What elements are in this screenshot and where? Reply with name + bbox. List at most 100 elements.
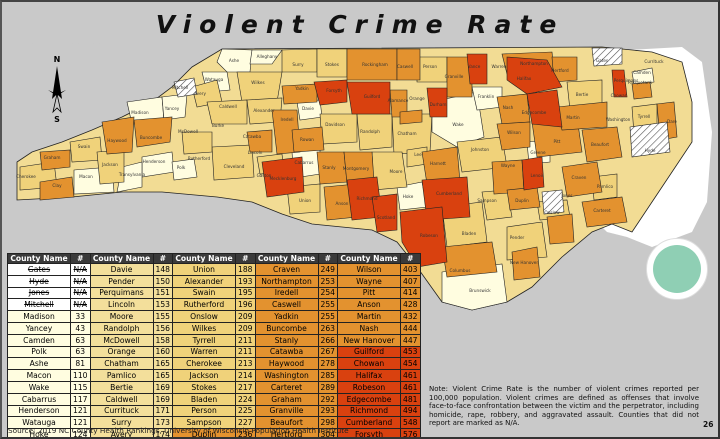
rate-value-cell: 428 <box>400 298 421 312</box>
county-label: Robeson <box>420 233 438 238</box>
county-name-cell: Alexander <box>172 274 236 288</box>
rate-value-cell: 43 <box>70 321 91 335</box>
county-name-cell: Carteret <box>254 380 319 394</box>
rate-value-cell: 293 <box>317 404 338 418</box>
county-name-cell: Randolph <box>89 321 154 335</box>
rate-value-cell: 253 <box>317 274 338 288</box>
rate-value-cell: 158 <box>152 333 173 347</box>
county-label: Greene <box>530 150 546 155</box>
rate-value-cell: 217 <box>235 380 256 394</box>
county-name-cell: Wake <box>7 380 71 394</box>
county-label: Brunswick <box>469 288 491 293</box>
county-name-cell: Washington <box>254 369 319 382</box>
county-name-cell: Cabarrus <box>7 392 71 406</box>
county-rate-table: County Name # County Name # County Name … <box>7 253 421 437</box>
rate-value-cell: 214 <box>235 369 256 382</box>
county-label: Perquimans <box>614 78 639 83</box>
seal-inner-icon <box>653 245 701 293</box>
table-row: Hoke 124 Avery 174 Duplin 236 Hertford 304 Forsy… <box>7 428 421 437</box>
table-row: Gates N/A Davie 148 Union 188 Craven 249 Wilson 4… <box>7 263 421 276</box>
ncacc-seal-logo <box>646 238 708 300</box>
county-label: Sampson <box>477 198 497 203</box>
county-name-cell: Bertie <box>89 380 154 394</box>
county-label: Nash <box>503 105 514 110</box>
county-label: Durham <box>430 102 447 107</box>
county-name-cell: Moore <box>89 310 154 323</box>
page-number: 26 <box>703 420 714 429</box>
county-name-cell: Caldwell <box>89 392 154 406</box>
rate-value-cell: 121 <box>70 416 91 430</box>
county-label: Pamlico <box>597 184 614 189</box>
rate-value-cell: 160 <box>152 345 173 359</box>
rate-value-cell: 156 <box>152 321 173 335</box>
rate-value-cell: 292 <box>317 392 338 406</box>
county-name-cell: Rutherford <box>172 298 236 312</box>
county-name-cell: McDowell <box>89 333 154 347</box>
county-name-cell: Richmond <box>337 404 401 418</box>
county-label: Yadkin <box>294 86 309 91</box>
county-name-cell: Nash <box>337 321 401 335</box>
county-label: Carteret <box>593 208 611 213</box>
county-label: Scotland <box>377 215 396 220</box>
rate-value-cell: 196 <box>235 298 256 312</box>
compass-rose-icon: N S <box>48 55 66 124</box>
county-name-cell: Onslow <box>172 310 236 323</box>
county-name-cell: Iredell <box>254 286 319 300</box>
county-label: Wayne <box>501 163 516 168</box>
county-label: Chowan <box>611 93 628 98</box>
rate-value-cell: 165 <box>152 369 173 382</box>
header-number: # <box>152 253 173 264</box>
county-name-cell: Sampson <box>172 416 236 430</box>
header-county-name: County Name <box>254 253 319 264</box>
county-label: Union <box>299 198 311 203</box>
rate-value-cell: 255 <box>317 298 338 312</box>
county-label: Mitchell <box>172 85 188 90</box>
county-label: Wilkes <box>251 80 264 85</box>
county-label: Mecklenburg <box>270 176 297 181</box>
county-label: Cleveland <box>224 164 245 169</box>
table-row: Madison 33 Moore 155 Onslow 209 Yadkin 255 Marti… <box>7 310 421 323</box>
rate-value-cell: 117 <box>70 392 91 406</box>
county-name-cell: Polk <box>7 345 71 359</box>
county-name-cell: Stokes <box>172 380 236 394</box>
rate-value-cell: 254 <box>317 286 338 300</box>
county-label: Onslow <box>544 210 560 215</box>
table-row: Wake 115 Bertie 169 Stokes 217 Carteret 289 Robe… <box>7 380 421 394</box>
table-row: Ashe 81 Chatham 165 Cherokee 213 Haywood 278 Cho… <box>7 357 421 371</box>
county-name-cell: Jones <box>7 286 71 300</box>
county-label: Haywood <box>107 138 127 143</box>
county-name-cell: Pamlico <box>89 369 154 382</box>
county-label: Montgomery <box>343 166 370 171</box>
county-label: New Hanover <box>510 260 538 265</box>
county-name-cell: Catawba <box>254 345 319 359</box>
county-label: Iredell <box>280 117 293 122</box>
county-name-cell: Yadkin <box>254 310 319 323</box>
county-name-cell: Craven <box>254 263 319 276</box>
county-label: Dare <box>667 119 677 124</box>
rate-value-cell: 209 <box>235 310 256 323</box>
county-label: Caldwell <box>219 104 237 109</box>
county-label: Burke <box>212 123 225 128</box>
county-label: Henderson <box>143 159 166 164</box>
county-label: Stokes <box>325 62 339 67</box>
rate-value-cell: 278 <box>317 357 338 371</box>
header-number: # <box>70 253 91 264</box>
county-name-cell: Chowan <box>337 357 401 371</box>
county-name-cell: Warren <box>172 345 236 359</box>
county-label: Hyde <box>645 148 656 153</box>
county-labels: Ashe Alleghany Surry Stokes Rockingham Caswel… <box>16 54 677 293</box>
county-name-cell: Gates <box>7 263 71 276</box>
county-label: Harnett <box>430 161 446 166</box>
county-name-cell: Jackson <box>172 369 236 382</box>
header-county-name: County Name <box>337 253 401 264</box>
rate-value-cell: 481 <box>400 392 421 406</box>
rate-value-cell: 548 <box>400 416 421 430</box>
source-citation: Source: 2019 NC County Health Rankings, … <box>8 426 349 435</box>
county-label: Ashe <box>229 58 240 63</box>
rate-value-cell: 150 <box>152 274 173 288</box>
county-label: Orange <box>409 96 425 101</box>
rate-value-cell: 414 <box>400 286 421 300</box>
rate-value-cell: 148 <box>152 263 173 276</box>
table-row: Mitchell N/A Lincoln 153 Rutherford 196 Caswel… <box>7 298 421 312</box>
